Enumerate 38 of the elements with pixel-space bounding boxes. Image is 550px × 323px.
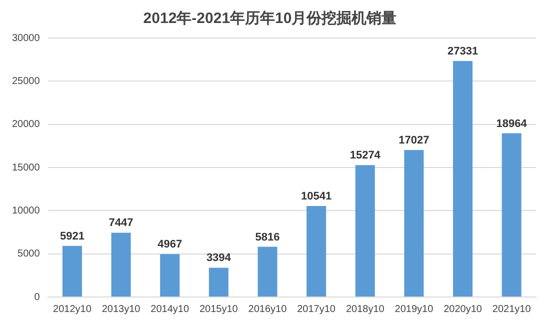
x-tick-label: 2017y10 [297, 304, 336, 315]
data-label: 18964 [496, 118, 528, 130]
bar [160, 254, 180, 296]
y-tick-label: 0 [34, 292, 40, 303]
x-tick-label: 2013y10 [102, 304, 141, 315]
data-label: 7447 [108, 217, 134, 230]
x-tick-label: 2016y10 [248, 304, 288, 315]
bar [62, 246, 82, 296]
y-tick-label: 25000 [12, 76, 40, 87]
chart-title: 2012年-2021年历年10月份挖掘机销量 [143, 10, 397, 28]
x-tick-label: 2020y10 [444, 304, 482, 315]
x-tick-label: 2014y10 [150, 304, 190, 315]
bar [453, 61, 473, 296]
x-tick-label: 2015y10 [199, 304, 238, 315]
data-label: 5921 [60, 230, 84, 242]
data-label: 17027 [398, 134, 430, 147]
x-tick-label: 2021y10 [492, 304, 532, 315]
y-tick-label: 20000 [12, 119, 40, 130]
bar [258, 246, 278, 296]
y-tick-label: 15000 [12, 162, 40, 174]
data-label: 10541 [301, 190, 332, 203]
data-label: 5816 [255, 231, 280, 244]
bar [208, 268, 228, 296]
y-tick-label: 10000 [12, 205, 40, 216]
data-label: 15274 [350, 150, 382, 162]
y-tick-label: 5000 [18, 248, 40, 260]
data-label: 4967 [158, 238, 182, 251]
data-label: 3394 [206, 252, 232, 264]
bar [306, 206, 326, 296]
bar [502, 133, 522, 296]
y-tick-label: 30000 [12, 32, 40, 44]
x-tick-label: 2012y10 [53, 304, 92, 315]
bar [355, 165, 375, 296]
bar [404, 150, 424, 296]
x-tick-label: 2019y10 [394, 304, 434, 315]
x-tick-label: 2018y10 [346, 304, 385, 315]
data-label: 27331 [447, 46, 478, 58]
bar [111, 232, 131, 296]
